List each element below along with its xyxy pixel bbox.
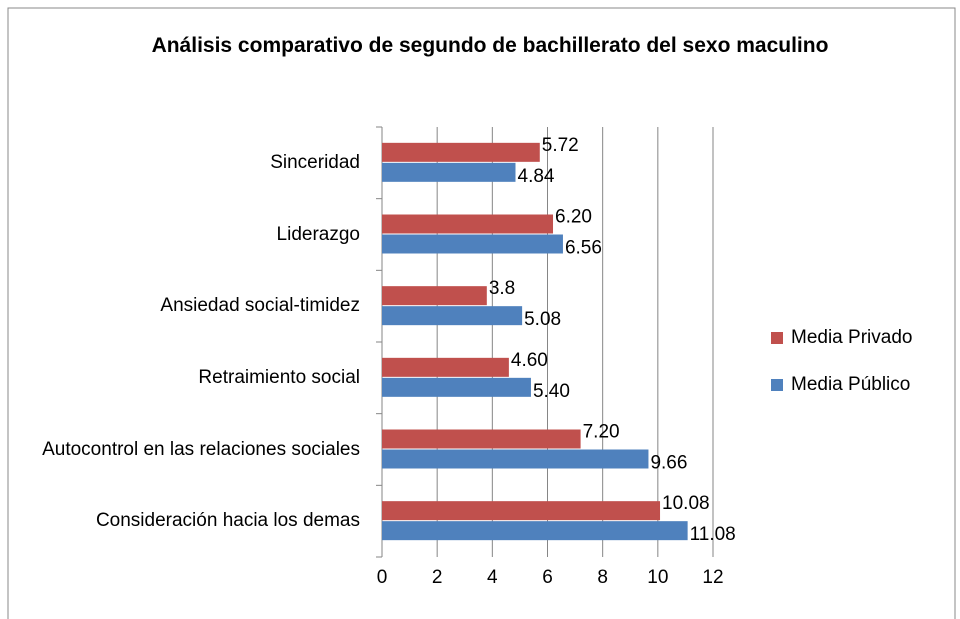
y-tick-label-box: Sinceridad <box>0 127 360 199</box>
y-tick-label: Consideración hacia los demas <box>95 510 360 532</box>
data-label: 5.40 <box>533 381 570 402</box>
data-label: 10.08 <box>662 493 710 514</box>
bar <box>382 162 516 182</box>
x-tick-label: 4 <box>487 567 498 588</box>
x-tick-label: 6 <box>542 567 553 588</box>
y-tick-label-box: Consideración hacia los demas <box>0 485 360 557</box>
chart-title: Análisis comparativo de segundo de bachi… <box>151 34 829 57</box>
x-tick-label: 12 <box>702 567 723 588</box>
bar <box>382 429 581 449</box>
y-tick-label: Sinceridad <box>270 151 360 173</box>
data-label: 6.20 <box>555 207 592 228</box>
data-label: 6.56 <box>565 238 602 259</box>
y-tick-label-box: Ansiedad social-timidez <box>0 270 360 342</box>
data-label: 5.08 <box>524 309 561 330</box>
data-label: 11.08 <box>690 524 736 545</box>
y-tick-label: Autocontrol en las relaciones sociales <box>42 438 360 460</box>
bar <box>382 449 649 469</box>
y-tick-label-box: Autocontrol en las relaciones sociales <box>0 414 360 486</box>
bar <box>382 521 688 541</box>
bar <box>382 214 554 234</box>
legend-swatch <box>771 332 783 344</box>
data-label: 4.84 <box>518 166 555 187</box>
bar <box>382 286 487 306</box>
x-tick-label: 8 <box>597 567 608 588</box>
bar <box>382 234 563 254</box>
data-label: 5.72 <box>542 135 579 156</box>
x-tick-label: 2 <box>432 567 443 588</box>
x-tick-label: 0 <box>377 567 388 588</box>
legend-swatch <box>771 379 783 391</box>
bar <box>382 357 509 377</box>
y-tick-label: Liderazgo <box>276 223 360 245</box>
bar <box>382 306 523 326</box>
bar <box>382 377 531 397</box>
data-label: 9.66 <box>650 453 687 474</box>
data-label: 7.20 <box>583 422 620 443</box>
y-tick-label-box: Liderazgo <box>0 199 360 271</box>
y-tick-label: Retraimiento social <box>198 366 360 388</box>
y-tick-label-box: Retraimiento social <box>0 342 360 414</box>
chart-frame <box>7 7 956 619</box>
legend-label: Media Privado <box>791 327 912 348</box>
x-tick-label: 10 <box>647 567 668 588</box>
data-label: 3.8 <box>489 278 515 299</box>
y-tick-label: Ansiedad social-timidez <box>160 295 360 317</box>
data-label: 4.60 <box>511 350 548 371</box>
legend-label: Media Público <box>791 374 910 395</box>
bar <box>382 142 540 162</box>
bar <box>382 501 661 521</box>
